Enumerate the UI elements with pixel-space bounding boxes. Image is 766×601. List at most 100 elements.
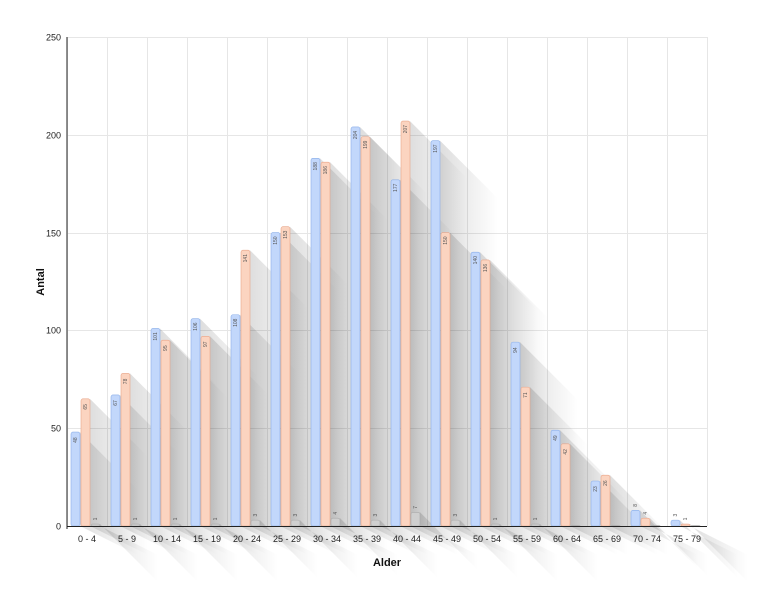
bar-shadow [680, 520, 738, 579]
bar [530, 523, 541, 527]
bar-shadow [140, 524, 198, 583]
x-tick-label: 75 - 79 [673, 534, 701, 544]
bar [90, 523, 101, 527]
bar [610, 525, 621, 527]
data-label: 94 [513, 347, 519, 353]
bar [240, 249, 251, 527]
bar-shadow [690, 524, 748, 583]
bar [80, 398, 91, 527]
bar [690, 525, 701, 527]
bar [190, 318, 201, 527]
bar [330, 517, 341, 527]
x-tick-label: 45 - 49 [433, 534, 461, 544]
bar-shadow [650, 518, 708, 577]
data-label: 7 [413, 506, 419, 509]
data-label: 1 [533, 517, 539, 520]
bar [360, 136, 371, 527]
bar [650, 525, 661, 527]
bar-shadow [100, 524, 158, 583]
data-label: 106 [193, 322, 199, 331]
x-tick-label: 15 - 19 [193, 534, 221, 544]
data-label: 42 [563, 449, 569, 455]
data-label: 3 [373, 514, 379, 517]
bar [410, 512, 421, 527]
data-label: 177 [393, 183, 399, 192]
data-label: 48 [73, 437, 79, 443]
y-tick-label: 0 [56, 522, 61, 532]
bars [70, 120, 701, 527]
data-label: 101 [153, 332, 159, 341]
data-label: 207 [403, 125, 409, 134]
data-label: 3 [673, 514, 679, 517]
data-label: 188 [313, 162, 319, 171]
x-tick-label: 50 - 54 [473, 534, 501, 544]
bar [270, 232, 281, 527]
x-tick-label: 10 - 14 [153, 534, 181, 544]
bar [490, 523, 501, 527]
bar [350, 126, 361, 527]
data-label: 65 [83, 404, 89, 410]
data-label: 186 [323, 166, 329, 175]
data-label: 3 [253, 514, 259, 517]
bar [310, 157, 321, 527]
data-label: 78 [123, 378, 129, 384]
data-label: 140 [473, 256, 479, 265]
data-label: 1 [213, 517, 219, 520]
bar [550, 429, 561, 527]
bar [230, 314, 241, 527]
bar [400, 120, 411, 527]
bar [170, 523, 181, 527]
bar [70, 431, 81, 527]
x-tick-label: 0 - 4 [78, 534, 96, 544]
bar [670, 519, 681, 527]
x-tick-label: 20 - 24 [233, 534, 261, 544]
bar-shadow [500, 524, 558, 583]
bar [110, 394, 121, 527]
data-label: 136 [483, 264, 489, 273]
bar [320, 161, 331, 527]
bar [430, 140, 441, 527]
x-tick-label: 55 - 59 [513, 534, 541, 544]
x-tick-label: 30 - 34 [313, 534, 341, 544]
data-label: 23 [593, 486, 599, 492]
bar [390, 179, 401, 527]
bar [280, 226, 291, 527]
bar-shadow [180, 524, 238, 583]
data-label: 1 [493, 517, 499, 520]
data-label: 67 [113, 400, 119, 406]
data-label: 8 [633, 504, 639, 507]
bar [250, 519, 261, 527]
bar [160, 339, 171, 527]
bar-shadow [460, 520, 518, 579]
bar [130, 523, 141, 527]
x-tick-label: 60 - 64 [553, 534, 581, 544]
data-label: 108 [233, 318, 239, 327]
y-tick-label: 150 [46, 229, 61, 239]
x-axis-title: Alder [373, 557, 402, 569]
bar [470, 251, 481, 527]
data-label: 197 [433, 144, 439, 153]
bar [630, 510, 641, 527]
data-label: 49 [553, 435, 559, 441]
bar [680, 523, 691, 527]
data-label: 204 [353, 131, 359, 140]
data-label: 97 [203, 341, 209, 347]
x-tick-label: 35 - 39 [353, 534, 381, 544]
bar [290, 519, 301, 527]
bar-shadow [260, 520, 318, 579]
y-tick-label: 200 [46, 131, 61, 141]
y-axis-title: Antal [35, 268, 47, 296]
bar [200, 335, 211, 527]
y-tick-label: 50 [51, 424, 61, 434]
data-label: 1 [133, 517, 139, 520]
data-label: 199 [363, 140, 369, 149]
bar [640, 517, 651, 527]
bar-shadow [340, 518, 398, 577]
bar [370, 519, 381, 527]
bar [560, 443, 571, 527]
data-label: 3 [293, 514, 299, 517]
bar-shadow [380, 520, 438, 579]
bar [450, 519, 461, 527]
